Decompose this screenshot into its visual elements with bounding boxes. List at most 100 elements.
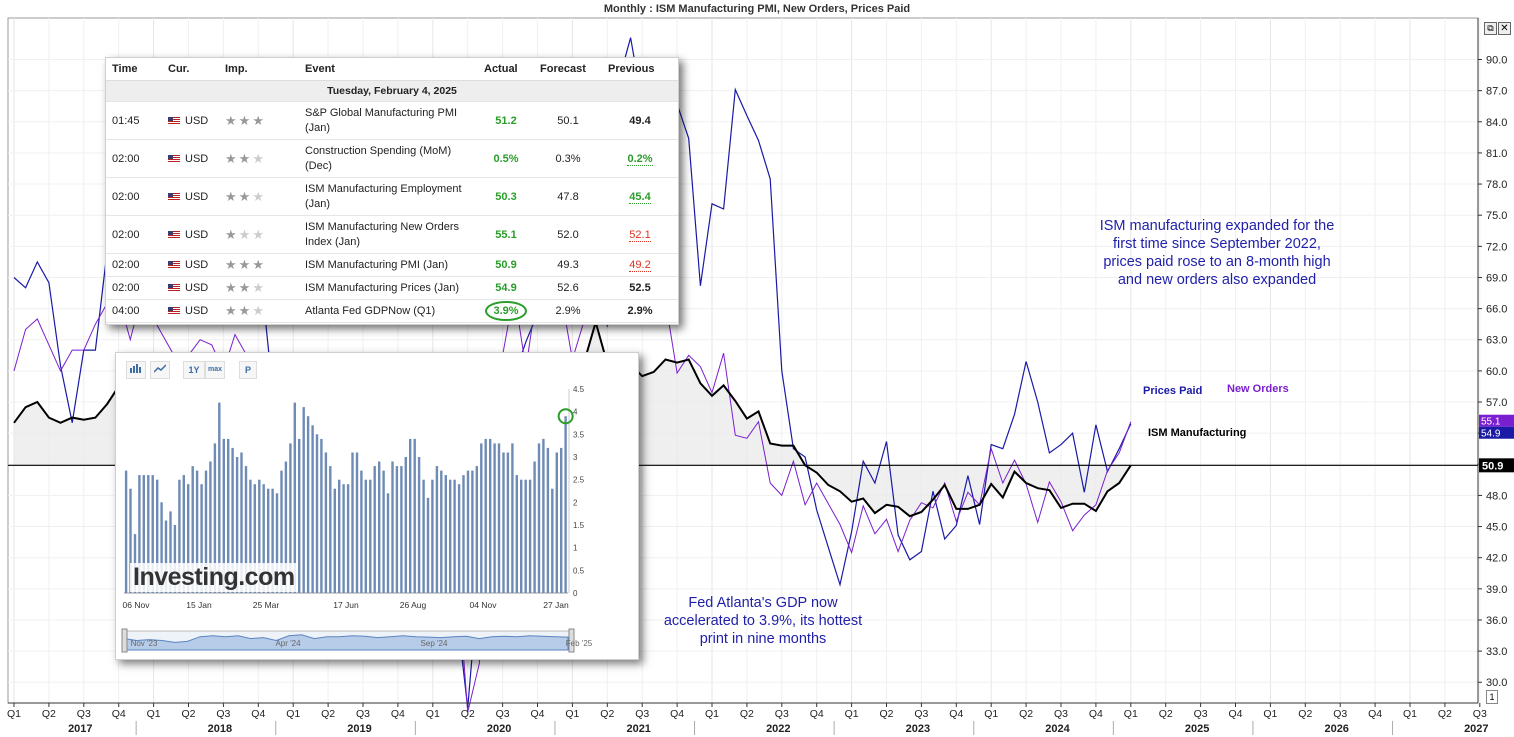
- preliminary-toggle-button[interactable]: P: [239, 361, 257, 379]
- col-previous: Previous: [602, 58, 678, 81]
- gdp-bar: [138, 475, 141, 593]
- y-tick-label: 72.0: [1486, 241, 1507, 253]
- quarter-label: Q4: [391, 708, 405, 720]
- quarter-label: Q1: [426, 708, 440, 720]
- actual-value: 50.9: [495, 259, 517, 271]
- event-name[interactable]: ISM Manufacturing PMI (Jan): [299, 253, 478, 277]
- gdp-bar: [413, 438, 416, 593]
- event-name-line: Index (Jan): [305, 236, 361, 248]
- gdp-bar: [169, 511, 172, 593]
- gdp-annotation-line: Fed Atlanta's GDP now: [688, 595, 838, 611]
- event-name[interactable]: S&P Global Manufacturing PMI (Jan): [299, 101, 478, 140]
- gdp-bar: [560, 447, 563, 593]
- gdp-bar: [324, 452, 328, 593]
- gdp-navigator-label: Nov '23: [131, 639, 158, 648]
- range-1y-button[interactable]: 1Y: [183, 361, 205, 379]
- actual-value: 54.9: [495, 282, 517, 294]
- calendar-row[interactable]: 04:00 USD ★★★ Atlanta Fed GDPNow (Q1) 3.9% 2.…: [106, 299, 678, 323]
- currency-code: USD: [185, 152, 209, 165]
- gdp-bar: [351, 452, 354, 593]
- gdp-bar: [164, 520, 168, 593]
- event-currency: USD: [162, 177, 219, 216]
- gdp-bar: [475, 466, 478, 593]
- gdp-bar: [218, 402, 221, 593]
- gdp-bar: [422, 479, 425, 593]
- event-actual: 3.9%: [478, 299, 534, 323]
- gdp-y-tick-label: 1.5: [573, 521, 585, 530]
- calendar-row[interactable]: 01:45 USD ★★★ S&P Global Manufacturing PMI(…: [106, 101, 678, 140]
- bar-chart-icon[interactable]: [126, 361, 146, 379]
- navigator-right-handle[interactable]: [568, 628, 575, 653]
- quarter-label: Q4: [530, 708, 544, 720]
- range-max-button[interactable]: max: [205, 361, 225, 379]
- gdp-bar: [289, 443, 292, 593]
- event-name[interactable]: ISM Manufacturing Prices (Jan): [299, 276, 478, 300]
- quarter-label: Q1: [1263, 708, 1277, 720]
- gdp-y-tick-label: 3: [573, 453, 578, 462]
- gdp-bar: [156, 479, 159, 593]
- gdp-bar: [262, 484, 265, 593]
- reference-value-label: 50.9: [1482, 460, 1503, 472]
- y-tick-label: 42.0: [1486, 553, 1507, 565]
- gdp-bar: [209, 461, 212, 593]
- gdp-bar: [240, 452, 243, 593]
- event-name-line: S&P Global Manufacturing PMI: [305, 107, 458, 119]
- us-flag-icon: [168, 192, 180, 201]
- gdp-bar: [227, 438, 230, 593]
- currency-code: USD: [185, 305, 209, 317]
- calendar-row[interactable]: 02:00 USD ★★★ ISM Manufacturing Employment(…: [106, 177, 678, 216]
- navigator-left-handle[interactable]: [121, 628, 128, 653]
- event-forecast: 2.9%: [534, 299, 602, 323]
- event-actual: 0.5%: [478, 139, 534, 178]
- quarter-label: Q1: [705, 708, 719, 720]
- gdp-bar: [489, 438, 492, 593]
- event-name[interactable]: ISM Manufacturing Employment (Jan): [299, 177, 478, 216]
- y-tick-label: 63.0: [1486, 335, 1507, 347]
- quarter-label: Q2: [879, 708, 893, 720]
- gdp-bar: [391, 461, 394, 593]
- gdp-y-tick-label: 0: [573, 589, 578, 598]
- event-name-line: (Dec): [305, 160, 332, 172]
- event-name-line: ISM Manufacturing Prices (Jan): [305, 282, 460, 294]
- importance-star-icon: ★: [238, 280, 253, 295]
- event-currency: USD: [162, 299, 219, 323]
- event-importance: ★★★: [219, 276, 299, 300]
- close-icon[interactable]: ✕: [1498, 22, 1511, 35]
- expand-icon[interactable]: ⧉: [1484, 22, 1497, 35]
- event-time: 01:45: [106, 101, 162, 140]
- calendar-row[interactable]: 02:00 USD ★★★ ISM Manufacturing PMI (Jan) 50…: [106, 253, 678, 277]
- gdpnow-highlight-circle: [557, 408, 574, 425]
- event-name[interactable]: Construction Spending (MoM) (Dec): [299, 139, 478, 178]
- calendar-row[interactable]: 02:00 USD ★★★ ISM Manufacturing Prices (Jan…: [106, 276, 678, 300]
- y-tick-label: 39.0: [1486, 584, 1507, 596]
- event-previous: 2.9%: [602, 299, 678, 323]
- quarter-label: Q4: [810, 708, 824, 720]
- event-name[interactable]: ISM Manufacturing New Orders Index (Jan): [299, 215, 478, 254]
- gdp-navigator-label: Feb '25: [566, 639, 593, 648]
- event-name-line: ISM Manufacturing PMI (Jan): [305, 259, 449, 271]
- y-tick-label: 87.0: [1486, 86, 1507, 98]
- gdp-bar: [315, 434, 319, 593]
- gdp-bar: [280, 470, 283, 593]
- gdp-bar: [449, 479, 452, 593]
- event-name[interactable]: Atlanta Fed GDPNow (Q1): [299, 299, 478, 323]
- currency-code: USD: [185, 259, 209, 271]
- gdp-bar: [173, 525, 177, 593]
- calendar-row[interactable]: 02:00 USD ★★★ Construction Spending (MoM) (D…: [106, 139, 678, 178]
- date-row: Tuesday, February 4, 2025: [106, 80, 678, 102]
- gdp-bar: [142, 475, 145, 593]
- gdp-bar: [382, 470, 385, 593]
- event-importance: ★★★: [219, 139, 299, 178]
- gdp-bar: [160, 502, 163, 593]
- importance-star-icon: ★: [225, 303, 239, 318]
- currency-code: USD: [185, 114, 209, 127]
- line-chart-icon[interactable]: [150, 361, 170, 379]
- gdp-bar: [195, 470, 199, 593]
- quarter-label: Q2: [1438, 708, 1452, 720]
- calendar-row[interactable]: 02:00 USD ★★★ ISM Manufacturing New Orders I…: [106, 215, 678, 254]
- gdp-bar: [373, 466, 376, 593]
- event-currency: USD: [162, 215, 219, 254]
- actual-value: 55.1: [495, 228, 517, 241]
- quarter-label: Q1: [565, 708, 579, 720]
